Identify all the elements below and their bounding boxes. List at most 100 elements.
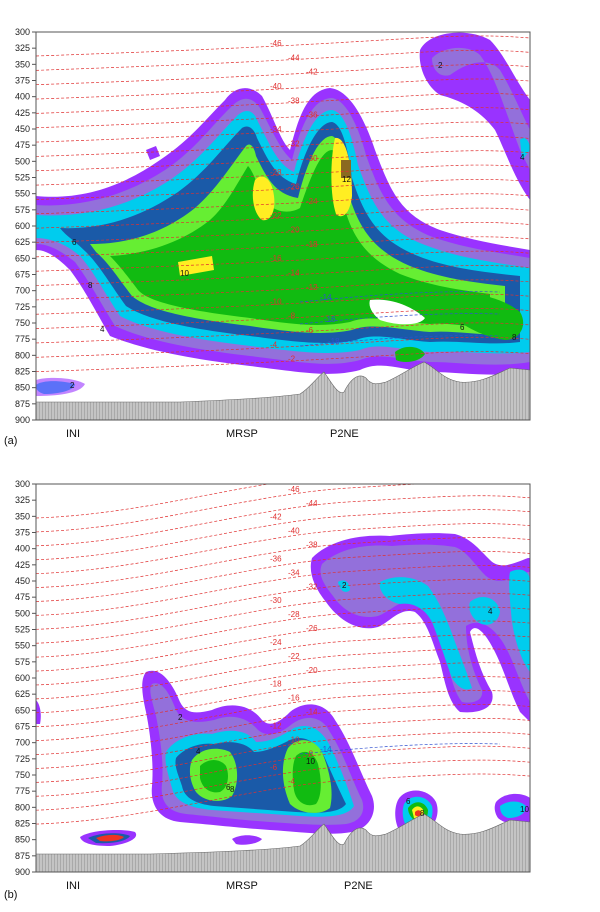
y-tick-label: 750 [15, 318, 30, 328]
isotherm-label: -10 [288, 735, 300, 744]
isotherm-line [36, 648, 530, 700]
isotherm-label: -44 [306, 499, 318, 508]
panel-b: -48 -46 -44 -42 -40 -38 -36 -34 -32 -30 -28 -26 -24-… [0, 452, 600, 907]
y-tick-label: 800 [15, 802, 30, 812]
y-tick-label: 325 [15, 495, 30, 505]
isotherm-line [36, 136, 530, 157]
cloud-field-green-b2 [292, 751, 321, 806]
isotherm-label: -10 [270, 297, 282, 306]
y-axis-b: 300 325 350 375 400 425 450 475 500 525 550 575 600 6… [15, 479, 36, 877]
isotherm-label: -16 [288, 694, 300, 703]
isotherm-line-blue [299, 291, 501, 303]
station-ini-a: INI [66, 428, 80, 440]
contour-value-label: 2 [438, 61, 443, 70]
isotherm-label: -42 [306, 68, 318, 77]
contour-value-label: 8 [230, 785, 235, 794]
y-tick-label: 725 [15, 302, 30, 312]
y-tick-label: 875 [15, 399, 30, 409]
isotherm-line [36, 634, 530, 686]
plot-area-b: -48-46-44-42-40-38-36-34-32-30-28-26-24-… [36, 471, 530, 872]
y-tick-label: 400 [15, 92, 30, 102]
station-ini-b: INI [66, 880, 80, 892]
isotherm-line [36, 35, 530, 57]
isotherm-line [36, 718, 530, 769]
contour-value-label: 2 [342, 581, 347, 590]
cloud-field-cyan-b3 [509, 569, 530, 672]
isotherm-label: -20 [306, 666, 318, 675]
y-tick-label: 850 [15, 835, 30, 845]
isotherm-label: -8 [288, 312, 296, 321]
isotherm-line [36, 662, 530, 714]
isotherm-line [36, 121, 530, 143]
y-tick-label: 775 [15, 334, 30, 344]
isotherm-label: -4 [270, 340, 278, 349]
terrain-b [36, 813, 530, 872]
y-tick-label: 350 [15, 511, 30, 521]
isotherm-label: -20 [288, 226, 300, 235]
cloud-field-lilac-ne [432, 47, 530, 170]
y-tick-label: 675 [15, 270, 30, 280]
contour-value-label: 6 [406, 797, 411, 806]
y-tick-label: 625 [15, 237, 30, 247]
isotherm-label: -34 [270, 125, 282, 134]
isotherm-label: -28 [270, 168, 282, 177]
y-tick-label: 825 [15, 367, 30, 377]
cloud-field-green [110, 150, 490, 327]
y-tick-label: 650 [15, 253, 30, 263]
isotherm-line [36, 207, 530, 229]
y-tick-label: 400 [15, 544, 30, 554]
isotherm-label: -30 [270, 596, 282, 605]
isotherm-label: -14 [288, 269, 300, 278]
y-tick-label: 475 [15, 140, 30, 150]
isotherm-line [36, 484, 530, 533]
cloud-field-speck-1 [146, 146, 160, 160]
cloud-field-low-west-core [96, 834, 124, 842]
y-tick-label: 775 [15, 786, 30, 796]
contour-value-label: 4 [100, 325, 105, 334]
cloud-field-cyan-b2 [469, 597, 500, 625]
isotherm-line [36, 179, 530, 200]
isotherm-label: -12 [306, 283, 318, 292]
stations-b: INI MRSP P2NE [66, 880, 373, 892]
contour-value-label: 8 [88, 281, 93, 290]
y-tick-label: 425 [15, 108, 30, 118]
contour-value-label: 6 [460, 323, 465, 332]
isotherm-line [36, 322, 530, 344]
y-tick-label: 550 [15, 189, 30, 199]
cloud-field-yellow-1 [178, 256, 214, 276]
station-mrsp-a: MRSP [226, 428, 258, 440]
isotherm-line [36, 620, 530, 672]
isotherm-lines-a: -46-44-42-40-38-36-34-32-30-28-26-24-22-… [36, 35, 530, 373]
isotherm-label: -46 [270, 39, 282, 48]
contour-value-label: 4 [488, 607, 493, 616]
cloud-field-lilac-b-speck [338, 580, 350, 592]
isotherm-line [36, 293, 530, 315]
panel-a: -46 -44 -42 -40 -38 -36 -34 -32 -30 -28 -26 -24 -22-… [0, 0, 600, 450]
isotherm-label: -32 [288, 139, 300, 148]
cloud-field-speck-2 [520, 138, 530, 160]
isotherm-label: -38 [306, 541, 318, 550]
contour-value-label: 10 [306, 757, 315, 766]
shade-labels-a: 2 4 6 8 10 12 2 4 6 8 [70, 61, 525, 390]
isotherm-label: -42 [270, 513, 282, 522]
isotherm-label: -36 [270, 554, 282, 563]
isotherm-label: -2 [288, 355, 296, 364]
y-tick-label: 700 [15, 738, 30, 748]
isotherm-line [36, 537, 530, 588]
cloud-field-low-mid [232, 835, 262, 845]
contour-value-label: 2 [70, 381, 75, 390]
y-tick-label: 800 [15, 350, 30, 360]
isotherm-line [36, 759, 530, 811]
isotherm-lines-b: -48-46-44-42-40-38-36-34-32-30-28-26-24-… [36, 471, 530, 825]
y-tick-label: 500 [15, 156, 30, 166]
isotherm-label: -38 [288, 96, 300, 105]
isotherm-line [36, 564, 530, 616]
isotherm-label: -48 [270, 471, 282, 480]
isotherm-label: -16 [270, 254, 282, 263]
y-tick-label: 575 [15, 205, 30, 215]
isotherm-line [36, 704, 530, 755]
isotherm-label: -18 [306, 240, 318, 249]
isotherm-line [36, 92, 530, 114]
isotherm-label: -8 [306, 749, 314, 758]
